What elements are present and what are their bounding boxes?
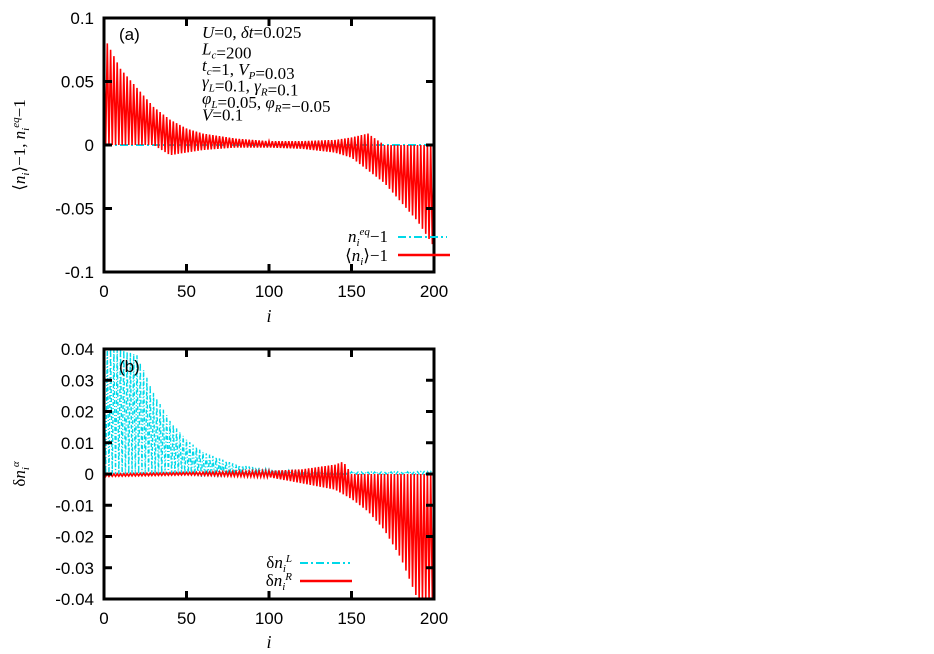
y-tick-label: -0.01: [55, 496, 94, 515]
panel-label-b: (b): [119, 357, 140, 376]
y-axis-label-a: ⟨ni⟩−1, nieq−1: [10, 99, 32, 190]
legend-a: nieq−1 ⟨ni⟩−1: [345, 226, 450, 268]
y-tick-label: 0.03: [61, 371, 94, 390]
y-tick-label: 0.01: [61, 434, 94, 453]
legend-label-neq: nieq−1: [348, 226, 388, 249]
x-axis-label-b: i: [266, 632, 271, 652]
series-0: [104, 349, 434, 478]
y-tick-label: 0.02: [61, 403, 94, 422]
panel-label-a: (a): [119, 25, 140, 44]
x-tick-label: 100: [255, 282, 283, 301]
x-tick-label: 200: [420, 282, 448, 301]
x-tick-label: 150: [337, 282, 365, 301]
legend-label-dnl: δniL: [266, 553, 292, 575]
legend-b: δniL δniR: [266, 553, 352, 593]
annotation-line: V=0.1: [202, 106, 243, 125]
x-tick-label: 0: [99, 282, 108, 301]
ticks-b: [102, 347, 436, 601]
series-1: [104, 462, 434, 599]
series-1: [104, 37, 434, 245]
x-tick-label: 0: [99, 609, 108, 628]
x-tick-label: 150: [337, 609, 365, 628]
panel-b: 0 50 100 150 200 0.04 0.03 0.02 0.01 0 -0.01 -0.02 -…: [10, 340, 448, 652]
y-tick-label: 0.05: [61, 73, 94, 92]
plot-area-b: [104, 349, 434, 599]
x-axis-label-a: i: [266, 306, 271, 326]
y-tick-label: -0.03: [55, 559, 94, 578]
annotation-line: φL=0.05, φR=−0.05: [202, 89, 330, 116]
plot-area-a: [104, 37, 434, 245]
annotation-line: γL=0.1, γR=0.1: [202, 73, 298, 100]
x-tick-label: 100: [255, 609, 283, 628]
y-tick-label: 0: [85, 136, 94, 155]
annotation-line: tc=1, VP=0.03: [202, 56, 295, 83]
y-tick-label: -0.1: [65, 263, 94, 282]
y-tick-label: 0: [85, 465, 94, 484]
y-tick-label: 0.1: [70, 9, 94, 28]
y-tick-label: -0.02: [55, 528, 94, 547]
ticks-a: [102, 16, 436, 274]
legend-label-ni: ⟨ni⟩−1: [345, 246, 388, 268]
legend-label-dnr: δniR: [266, 571, 293, 593]
x-tick-label: 200: [420, 609, 448, 628]
x-tick-label: 50: [177, 609, 196, 628]
y-tick-label: -0.05: [55, 200, 94, 219]
y-axis-label-b: δniα: [10, 461, 32, 487]
tick-labels-a: 0 50 100 150 200 0.1 0.05 0 -0.05 -0.1: [55, 9, 448, 301]
x-tick-label: 50: [177, 282, 196, 301]
tick-labels-b: 0 50 100 150 200 0.04 0.03 0.02 0.01 0 -0.01 -0.02 -…: [55, 340, 448, 628]
panel-a: 0 50 100 150 200 0.1 0.05 0 -0.05 -0.1 (a) U=0, δ…: [10, 9, 450, 326]
annotation-line: U=0, δt=0.025: [202, 23, 301, 42]
y-tick-label: -0.04: [55, 590, 94, 609]
annotation-line: Lc=200: [201, 40, 251, 63]
y-tick-label: 0.04: [61, 340, 94, 359]
